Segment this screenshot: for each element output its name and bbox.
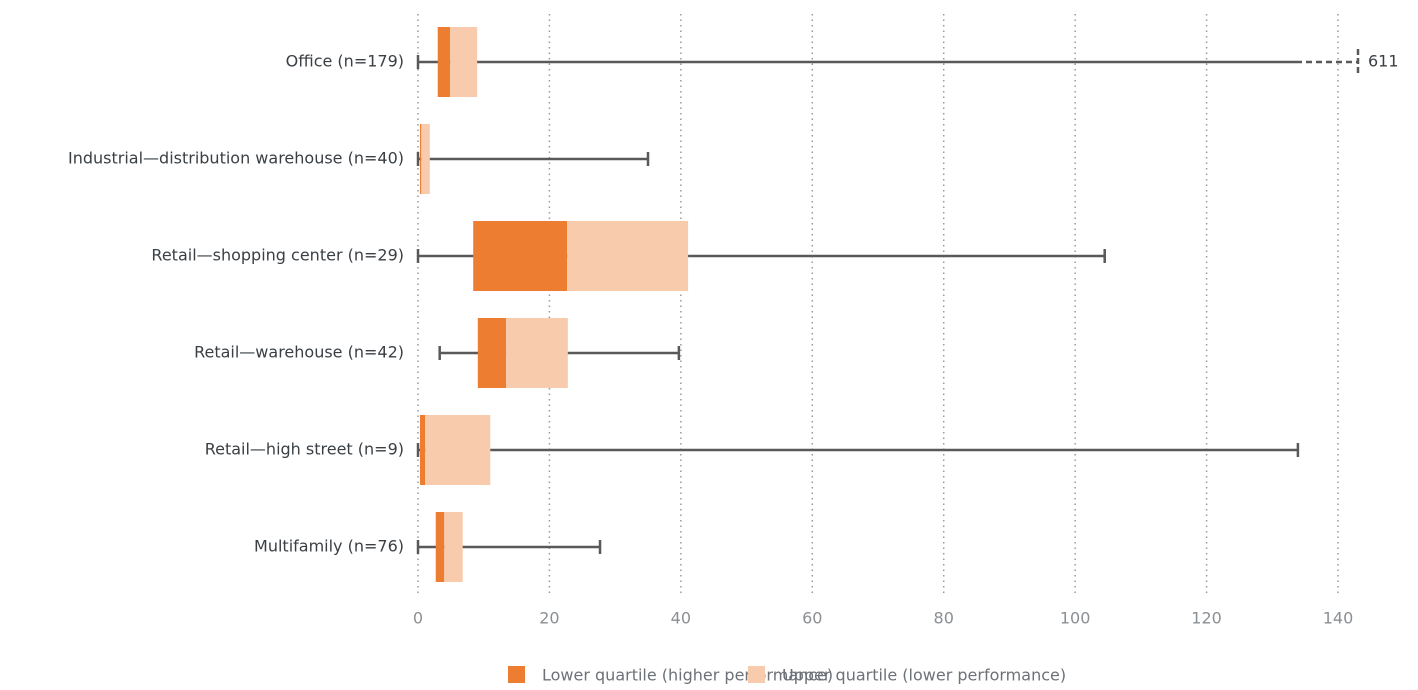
upper-quartile-box bbox=[444, 512, 463, 582]
lower-quartile-box bbox=[419, 124, 422, 194]
x-tick-label: 140 bbox=[1323, 609, 1354, 628]
lower-quartile-box bbox=[435, 512, 445, 582]
legend-label: Upper quartile (lower performance) bbox=[782, 666, 1066, 685]
category-label: Multifamily (n=76) bbox=[254, 537, 404, 556]
legend-swatch bbox=[748, 666, 765, 683]
upper-quartile-box bbox=[421, 124, 430, 194]
lower-quartile-box bbox=[437, 27, 451, 97]
x-tick-label: 120 bbox=[1191, 609, 1222, 628]
category-label: Industrial—distribution warehouse (n=40) bbox=[68, 149, 404, 168]
category-label: Office (n=179) bbox=[286, 52, 404, 71]
lower-quartile-box bbox=[477, 318, 507, 388]
legend-swatch bbox=[508, 666, 525, 683]
upper-quartile-box bbox=[450, 27, 478, 97]
x-tick-label: 80 bbox=[934, 609, 954, 628]
upper-quartile-box bbox=[567, 221, 689, 291]
max-label: 611 bbox=[1368, 52, 1399, 71]
x-tick-label: 60 bbox=[802, 609, 822, 628]
lower-quartile-box bbox=[419, 415, 426, 485]
category-label: Retail—high street (n=9) bbox=[205, 440, 404, 459]
x-tick-label: 20 bbox=[539, 609, 559, 628]
category-label: Retail—shopping center (n=29) bbox=[151, 246, 404, 265]
x-tick-label: 0 bbox=[413, 609, 423, 628]
x-tick-label: 100 bbox=[1060, 609, 1091, 628]
upper-quartile-box bbox=[506, 318, 568, 388]
category-label: Retail—warehouse (n=42) bbox=[194, 343, 404, 362]
upper-quartile-box bbox=[425, 415, 491, 485]
lower-quartile-box bbox=[473, 221, 568, 291]
x-tick-label: 40 bbox=[671, 609, 691, 628]
